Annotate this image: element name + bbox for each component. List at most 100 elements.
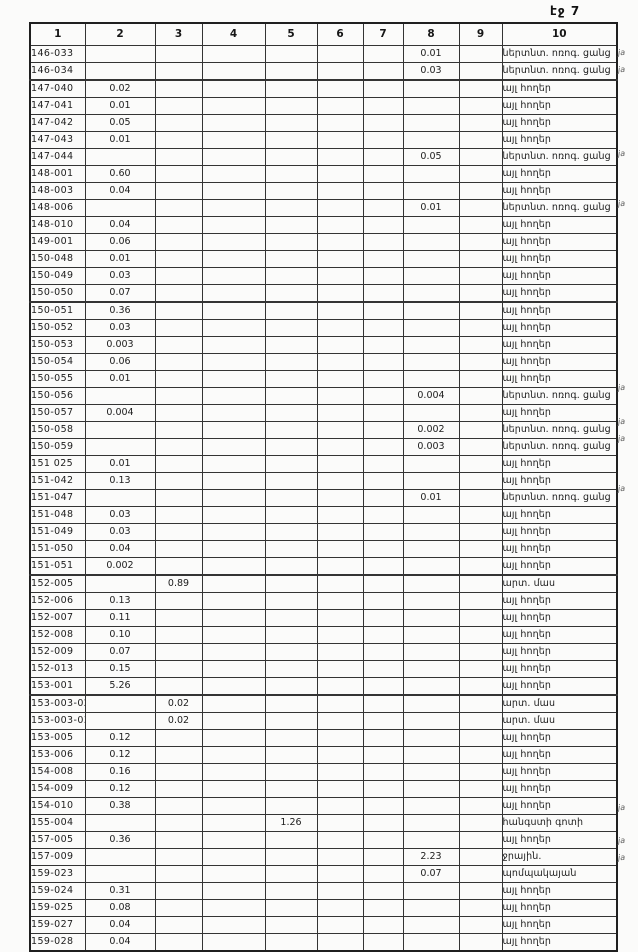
value-col-6 bbox=[316, 505, 364, 524]
row-code: 150-055 bbox=[29, 369, 86, 388]
value-col-9 bbox=[458, 283, 503, 303]
value-col-7 bbox=[362, 198, 404, 217]
value-col-7 bbox=[362, 813, 404, 832]
column-header-6: 6 bbox=[316, 22, 364, 46]
value-col-5 bbox=[264, 44, 318, 63]
value-col-2 bbox=[84, 694, 156, 713]
value-col-4 bbox=[201, 130, 266, 149]
value-col-4 bbox=[201, 79, 266, 98]
page-number-label: էջ 7 bbox=[550, 4, 581, 18]
value-col-5 bbox=[264, 522, 318, 541]
value-col-4 bbox=[201, 915, 266, 934]
value-col-4 bbox=[201, 61, 266, 81]
value-col-4 bbox=[201, 249, 266, 268]
value-col-5 bbox=[264, 830, 318, 849]
value-col-9 bbox=[458, 625, 503, 644]
value-col-3 bbox=[154, 915, 203, 934]
value-col-2: 0.01 bbox=[84, 96, 156, 115]
value-col-6 bbox=[316, 522, 364, 541]
value-col-2: 0.01 bbox=[84, 249, 156, 268]
land-type-label: այլ հողեր bbox=[501, 745, 618, 764]
land-type-label: այլ հողեր bbox=[501, 830, 618, 849]
value-col-7 bbox=[362, 454, 404, 473]
value-col-6 bbox=[316, 711, 364, 730]
row-code: 159-024 bbox=[29, 881, 86, 900]
column-header-9: 9 bbox=[458, 22, 503, 46]
land-type-label: այլ հողեր bbox=[501, 266, 618, 285]
value-col-7 bbox=[362, 625, 404, 644]
value-col-6 bbox=[316, 96, 364, 115]
value-col-4 bbox=[201, 625, 266, 644]
table-row: 157-005 0.36 այլ հողեր bbox=[29, 830, 618, 849]
table-row: 153-003-03 0.02 արտ. մաս bbox=[29, 711, 618, 730]
value-col-4 bbox=[201, 403, 266, 422]
value-col-7 bbox=[362, 847, 404, 866]
value-col-5 bbox=[264, 471, 318, 490]
value-col-2: 0.02 bbox=[84, 79, 156, 98]
value-col-6 bbox=[316, 335, 364, 354]
value-col-8 bbox=[402, 556, 460, 576]
value-col-7 bbox=[362, 779, 404, 798]
land-type-label: արտ. մաս bbox=[501, 711, 618, 730]
land-type-label: այլ հողեր bbox=[501, 796, 618, 815]
value-col-5 bbox=[264, 318, 318, 337]
column-header-10: 10 bbox=[501, 22, 618, 46]
value-col-5 bbox=[264, 591, 318, 610]
value-col-7 bbox=[362, 522, 404, 541]
value-col-3 bbox=[154, 642, 203, 661]
value-col-3 bbox=[154, 796, 203, 815]
value-col-7 bbox=[362, 318, 404, 337]
value-col-8: 0.004 bbox=[402, 386, 460, 405]
land-type-label: այլ հողեր bbox=[501, 676, 618, 696]
value-col-5 bbox=[264, 864, 318, 883]
value-col-3 bbox=[154, 728, 203, 747]
value-col-9 bbox=[458, 335, 503, 354]
value-col-7 bbox=[362, 79, 404, 98]
table-row: 147-044 0.05 ներտնտ. ոռոգ. ցանց bbox=[29, 147, 618, 166]
value-col-4 bbox=[201, 642, 266, 661]
value-col-2: 0.06 bbox=[84, 352, 156, 371]
value-col-5 bbox=[264, 198, 318, 217]
table-row: 150-048 0.01 այլ հողեր bbox=[29, 249, 618, 268]
land-type-label: այլ հողեր bbox=[501, 301, 618, 320]
value-col-9 bbox=[458, 694, 503, 713]
table-row: 150-053 0.003 այլ հողեր bbox=[29, 335, 618, 354]
value-col-6 bbox=[316, 301, 364, 320]
row-code: 146-033 bbox=[29, 44, 86, 63]
value-col-8 bbox=[402, 335, 460, 354]
row-code: 148-003 bbox=[29, 181, 86, 200]
value-col-5 bbox=[264, 249, 318, 268]
handwritten-margin-mark: ja bbox=[617, 416, 626, 427]
value-col-5 bbox=[264, 556, 318, 576]
value-col-3 bbox=[154, 147, 203, 166]
value-col-3: 0.02 bbox=[154, 711, 203, 730]
value-col-4 bbox=[201, 96, 266, 115]
value-col-3 bbox=[154, 830, 203, 849]
value-col-6 bbox=[316, 318, 364, 337]
table-row: 159-027 0.04 այլ հողեր bbox=[29, 915, 618, 934]
table-row: 150-050 0.07 այլ հողեր bbox=[29, 283, 618, 303]
value-col-6 bbox=[316, 44, 364, 63]
value-col-5 bbox=[264, 113, 318, 132]
value-col-7 bbox=[362, 796, 404, 815]
value-col-6 bbox=[316, 813, 364, 832]
land-type-label: այլ հողեր bbox=[501, 335, 618, 354]
value-col-2 bbox=[84, 864, 156, 883]
value-col-8: 0.01 bbox=[402, 488, 460, 507]
value-col-2: 0.15 bbox=[84, 659, 156, 678]
value-col-8 bbox=[402, 659, 460, 678]
value-col-5 bbox=[264, 898, 318, 917]
value-col-9 bbox=[458, 522, 503, 541]
column-header-1: 1 bbox=[29, 22, 86, 46]
value-col-8 bbox=[402, 762, 460, 781]
value-col-8: 0.002 bbox=[402, 420, 460, 439]
value-col-5 bbox=[264, 659, 318, 678]
land-type-label: այլ հողեր bbox=[501, 215, 618, 234]
land-type-label: այլ հողեր bbox=[501, 505, 618, 524]
value-col-9 bbox=[458, 659, 503, 678]
land-type-label: ներտնտ. ոռոգ. ցանց bbox=[501, 437, 618, 456]
value-col-4 bbox=[201, 694, 266, 713]
land-type-label: այլ հողեր bbox=[501, 283, 618, 303]
value-col-2: 0.04 bbox=[84, 539, 156, 558]
value-col-9 bbox=[458, 79, 503, 98]
